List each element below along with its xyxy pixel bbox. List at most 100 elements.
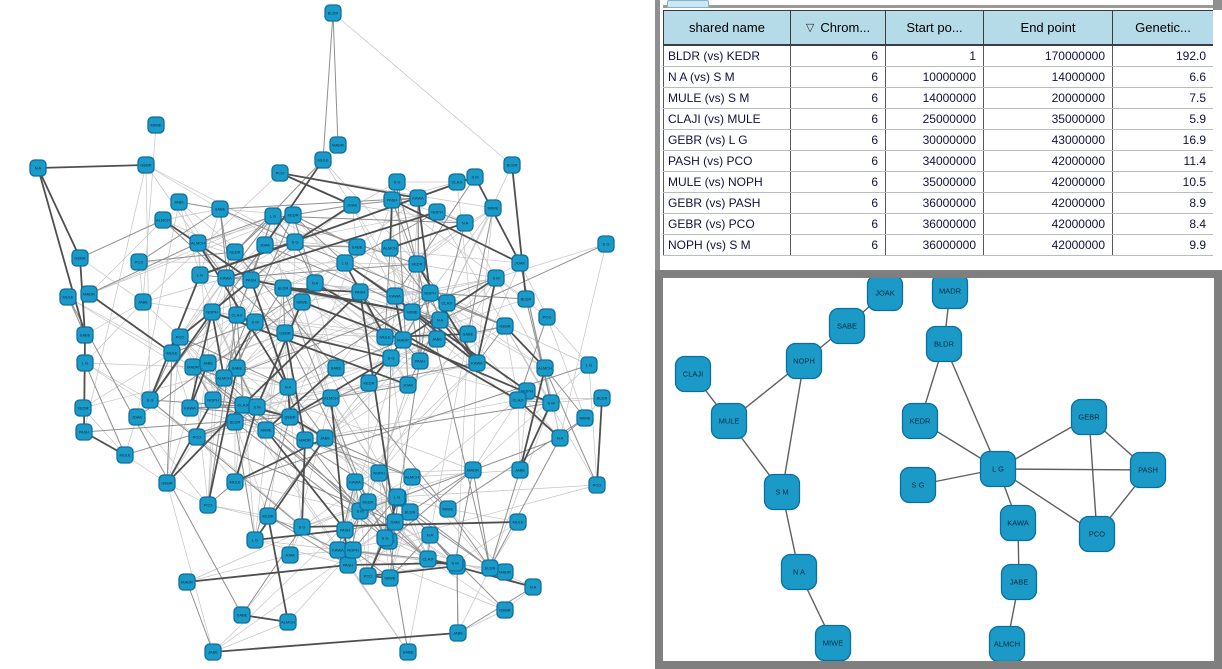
graph-node[interactable]: JABE: [199, 354, 217, 372]
graph-node[interactable]: KEDR: [408, 255, 426, 273]
graph-node[interactable]: PCO: [538, 308, 556, 326]
graph-node[interactable]: L G: [76, 354, 94, 372]
graph-node[interactable]: CLAJI: [419, 550, 437, 568]
table-cell[interactable]: MULE (vs) NOPH: [663, 171, 791, 193]
graph-node[interactable]: NOPH: [203, 303, 221, 321]
graph-node[interactable]: N A: [551, 429, 569, 447]
graph-node[interactable]: ALMCH: [322, 389, 340, 407]
graph-node[interactable]: MULE: [59, 288, 77, 306]
graph-node[interactable]: ALMCH: [154, 211, 172, 229]
graph-node[interactable]: GEBR: [71, 249, 89, 267]
table-cell[interactable]: 7.5: [1112, 87, 1213, 109]
table-row[interactable]: NOPH (vs) S M 6 36000000 42000000 9.9: [663, 234, 1213, 256]
graph-node[interactable]: BLDR: [925, 325, 963, 363]
table-cell[interactable]: 14000000: [983, 66, 1113, 88]
graph-node[interactable]: MULE: [116, 446, 134, 464]
graph-node[interactable]: GEBR: [1070, 398, 1108, 436]
graph-node[interactable]: KEDR: [901, 402, 939, 440]
graph-node[interactable]: SABE: [348, 238, 366, 256]
graph-node[interactable]: PCO: [130, 253, 148, 271]
table-cell[interactable]: 14000000: [885, 87, 984, 109]
graph-node[interactable]: KAWA: [409, 189, 427, 207]
graph-node[interactable]: CLAJI: [674, 355, 712, 393]
graph-node[interactable]: N A: [306, 274, 324, 292]
graph-node[interactable]: JOAK: [399, 376, 417, 394]
graph-node[interactable]: MULE: [710, 402, 748, 440]
table-cell[interactable]: 30000000: [885, 129, 984, 151]
graph-node[interactable]: S M: [466, 168, 484, 186]
graph-node[interactable]: KEDR: [284, 206, 302, 224]
graph-node[interactable]: NOPH: [785, 342, 823, 380]
graph-node[interactable]: N A: [524, 578, 542, 596]
table-cell[interactable]: 36000000: [885, 234, 984, 256]
table-cell[interactable]: 36000000: [885, 192, 984, 214]
graph-node[interactable]: ALMCH: [279, 613, 297, 631]
graph-node[interactable]: MULE: [163, 344, 181, 362]
graph-node[interactable]: KAWA: [329, 541, 347, 559]
graph-node[interactable]: SABE: [211, 200, 229, 218]
graph-node[interactable]: SABE: [828, 307, 866, 345]
graph-node[interactable]: NOPH: [370, 464, 388, 482]
graph-node[interactable]: ALMCH: [988, 625, 1026, 662]
column-header-chromosome[interactable]: ▽ Chrom...: [790, 10, 886, 46]
graph-node[interactable]: KEDR: [259, 507, 277, 525]
graph-node[interactable]: BLDR: [401, 503, 419, 521]
graph-node[interactable]: MIWE: [576, 409, 594, 427]
graph-node[interactable]: SABE: [233, 606, 251, 624]
table-cell[interactable]: 42000000: [983, 192, 1113, 214]
graph-node[interactable]: MADR: [184, 358, 202, 376]
graph-node[interactable]: L G: [388, 488, 406, 506]
graph-node[interactable]: KEDR: [360, 374, 378, 392]
table-cell[interactable]: 6: [790, 44, 886, 67]
graph-node[interactable]: GEBR: [496, 601, 514, 619]
graph-node[interactable]: JABE: [170, 193, 188, 211]
table-cell[interactable]: 170000000: [983, 44, 1113, 67]
graph-node[interactable]: MADR: [496, 563, 514, 581]
table-cell[interactable]: BLDR (vs) KEDR: [663, 44, 791, 67]
filter-icon[interactable]: ▽: [805, 22, 815, 34]
table-cell[interactable]: 6: [790, 234, 886, 256]
graph-node[interactable]: ALMCH: [189, 234, 207, 252]
graph-node[interactable]: JABE: [428, 330, 446, 348]
graph-node[interactable]: KEDR: [359, 493, 377, 511]
graph-node[interactable]: KAWA: [468, 354, 486, 372]
graph-node[interactable]: MADR: [80, 285, 98, 303]
graph-node[interactable]: PCO: [171, 328, 189, 346]
graph-node[interactable]: JABE: [204, 643, 222, 661]
graph-node[interactable]: CLAJI: [509, 391, 527, 409]
graph-node[interactable]: NOPH: [428, 203, 446, 221]
table-cell[interactable]: 5.9: [1112, 108, 1213, 130]
graph-node[interactable]: S M: [487, 269, 505, 287]
table-cell[interactable]: 6: [790, 108, 886, 130]
graph-node[interactable]: PASH: [339, 556, 357, 574]
table-cell[interactable]: 6.6: [1112, 66, 1213, 88]
table-tab-chip[interactable]: [667, 0, 709, 8]
graph-node[interactable]: KAWA: [217, 269, 235, 287]
graph-node[interactable]: PCO: [199, 496, 217, 514]
column-header-end-point[interactable]: End point: [983, 10, 1113, 46]
table-cell[interactable]: 35000000: [983, 108, 1113, 130]
graph-node[interactable]: MIWE: [484, 199, 502, 217]
table-cell[interactable]: N A (vs) S M: [663, 66, 791, 88]
graph-node[interactable]: MADR: [464, 461, 482, 479]
table-cell[interactable]: GEBR (vs) PCO: [663, 213, 791, 235]
graph-node[interactable]: PASH: [351, 283, 369, 301]
graph-node[interactable]: S M: [446, 554, 464, 572]
graph-node[interactable]: GEBR: [158, 474, 176, 492]
graph-node[interactable]: KEDR: [226, 243, 244, 261]
graph-node[interactable]: GEBR: [496, 317, 514, 335]
graph-node[interactable]: JOAK: [128, 408, 146, 426]
table-cell[interactable]: 6: [790, 129, 886, 151]
table-cell[interactable]: 16.9: [1112, 129, 1213, 151]
graph-node[interactable]: CLAJI: [448, 173, 466, 191]
graph-node[interactable]: CLAJI: [438, 294, 456, 312]
graph-node[interactable]: PCO: [359, 567, 377, 585]
table-cell[interactable]: 25000000: [885, 108, 984, 130]
table-cell[interactable]: 6: [790, 87, 886, 109]
table-cell[interactable]: 34000000: [885, 150, 984, 172]
graph-node[interactable]: KAWA: [386, 287, 404, 305]
graph-node[interactable]: S M: [248, 398, 266, 416]
table-row[interactable]: MULE (vs) S M 6 14000000 20000000 7.5: [663, 87, 1213, 109]
table-cell[interactable]: 42000000: [983, 213, 1113, 235]
graph-node[interactable]: MULE: [314, 151, 332, 169]
